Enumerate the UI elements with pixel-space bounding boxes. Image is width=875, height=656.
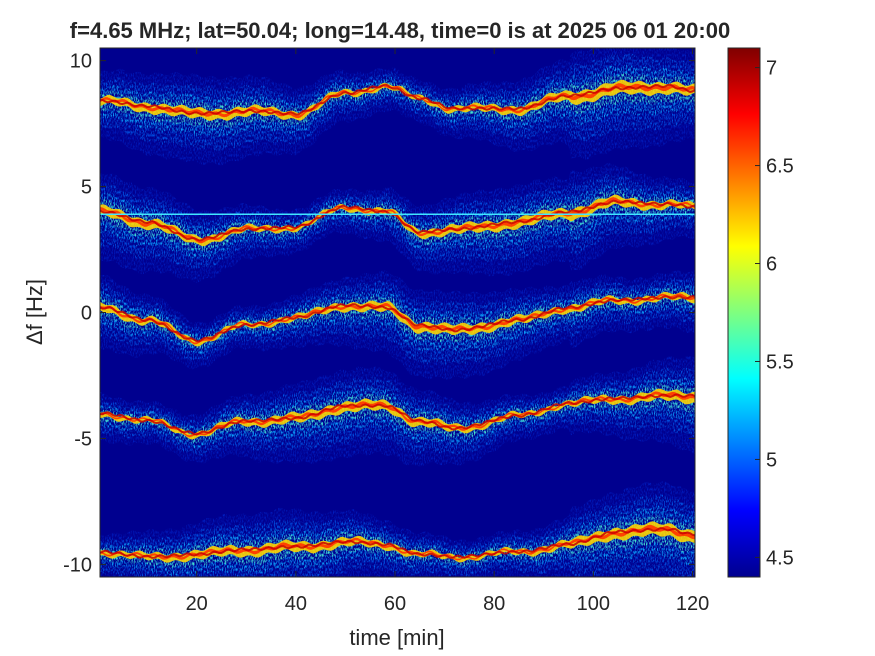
trace-core bbox=[100, 83, 695, 116]
x-tick-label: 80 bbox=[483, 593, 505, 615]
x-tick-label: 100 bbox=[577, 593, 610, 615]
y-tick-label: 5 bbox=[81, 177, 92, 199]
x-axis-ticks: 20 40 60 80 100 120 bbox=[186, 48, 709, 615]
colorbar-tick-label: 5 bbox=[766, 449, 777, 471]
chart-title: f=4.65 MHz; lat=50.04; long=14.48, time=… bbox=[70, 18, 730, 43]
trace-band bbox=[100, 189, 695, 252]
trace-core bbox=[100, 527, 695, 560]
x-tick-label: 120 bbox=[676, 593, 709, 615]
colorbar-tick-label: 4.5 bbox=[766, 547, 794, 569]
trace-band bbox=[100, 521, 695, 563]
x-tick-label: 60 bbox=[384, 593, 406, 615]
trace-band bbox=[100, 194, 695, 247]
trace-core bbox=[100, 295, 695, 343]
trace-band bbox=[100, 288, 695, 351]
trace-core bbox=[100, 199, 695, 242]
y-axis-ticks: 10 5 0 -5 -10 bbox=[63, 51, 695, 576]
signal-trace bbox=[100, 270, 695, 380]
colorbar-tick-label: 7 bbox=[766, 58, 777, 80]
colorbar-tick-label: 6.5 bbox=[766, 156, 794, 178]
y-tick-label: 0 bbox=[81, 303, 92, 325]
x-axis-label: time [min] bbox=[349, 625, 444, 650]
signal-trace bbox=[100, 481, 695, 577]
colorbar-tick-label: 5.5 bbox=[766, 351, 794, 373]
trace-band bbox=[100, 388, 695, 440]
signal-trace bbox=[100, 162, 695, 283]
y-tick-label: 10 bbox=[70, 51, 92, 73]
trace-core bbox=[100, 393, 695, 436]
signal-trace bbox=[100, 48, 695, 166]
x-tick-label: 20 bbox=[186, 593, 208, 615]
colorbar-ticks: 7 6.5 6 5.5 5 4.5 bbox=[755, 58, 794, 569]
y-tick-label: -5 bbox=[74, 428, 92, 450]
colorbar-tick-label: 6 bbox=[766, 254, 777, 276]
colorbar bbox=[727, 47, 761, 578]
y-tick-label: -10 bbox=[63, 554, 92, 576]
y-axis-label: Δf [Hz] bbox=[22, 279, 47, 345]
spectrogram-traces bbox=[100, 48, 695, 577]
x-tick-label: 40 bbox=[285, 593, 307, 615]
signal-trace bbox=[100, 356, 695, 467]
